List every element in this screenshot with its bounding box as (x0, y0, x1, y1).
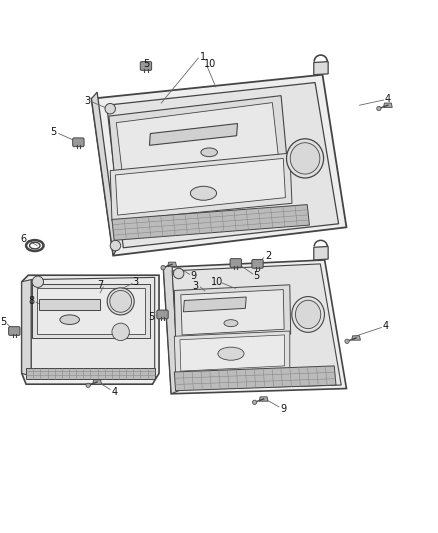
Polygon shape (352, 336, 360, 340)
FancyBboxPatch shape (9, 327, 20, 335)
Text: 9: 9 (191, 271, 197, 281)
Polygon shape (384, 103, 392, 107)
FancyBboxPatch shape (252, 260, 263, 268)
Polygon shape (37, 288, 145, 334)
Ellipse shape (290, 143, 320, 174)
Text: 4: 4 (385, 94, 391, 104)
Circle shape (377, 106, 381, 111)
Text: 6: 6 (21, 234, 27, 244)
Text: 7: 7 (98, 280, 104, 290)
Polygon shape (92, 75, 346, 256)
Text: 8: 8 (28, 296, 35, 306)
Polygon shape (172, 264, 341, 390)
Text: 5: 5 (143, 59, 149, 69)
Polygon shape (22, 280, 31, 376)
Polygon shape (116, 158, 286, 215)
Text: 10: 10 (211, 277, 223, 287)
Text: 9: 9 (280, 403, 286, 414)
Circle shape (105, 103, 116, 114)
Text: 2: 2 (265, 251, 271, 261)
Polygon shape (314, 246, 328, 260)
Circle shape (161, 265, 165, 270)
Polygon shape (174, 366, 336, 391)
Circle shape (112, 323, 129, 341)
Ellipse shape (191, 187, 216, 200)
Text: 1: 1 (200, 52, 206, 62)
Circle shape (110, 240, 121, 251)
Text: 10: 10 (204, 59, 216, 69)
Polygon shape (110, 153, 292, 221)
Circle shape (32, 276, 43, 287)
Polygon shape (168, 262, 177, 266)
Ellipse shape (107, 288, 134, 315)
Ellipse shape (60, 315, 79, 325)
Circle shape (345, 339, 349, 343)
Text: 5: 5 (148, 312, 155, 321)
Polygon shape (32, 284, 150, 338)
Polygon shape (112, 205, 309, 240)
Polygon shape (180, 335, 285, 371)
Text: 3: 3 (132, 277, 138, 287)
Text: 4: 4 (112, 386, 118, 397)
Polygon shape (26, 368, 155, 378)
Ellipse shape (292, 296, 325, 332)
Polygon shape (92, 92, 118, 256)
FancyBboxPatch shape (73, 138, 84, 147)
Text: 3: 3 (192, 281, 198, 290)
Text: 5: 5 (0, 317, 7, 327)
Text: 5: 5 (50, 127, 57, 137)
Ellipse shape (110, 290, 131, 312)
Polygon shape (39, 299, 100, 310)
Circle shape (252, 400, 257, 405)
Ellipse shape (201, 148, 217, 157)
Ellipse shape (218, 347, 244, 360)
FancyBboxPatch shape (230, 259, 241, 268)
Text: 4: 4 (383, 321, 389, 331)
Ellipse shape (286, 139, 324, 178)
Polygon shape (149, 124, 237, 146)
FancyBboxPatch shape (157, 310, 168, 319)
Text: 5: 5 (254, 271, 260, 281)
Polygon shape (174, 331, 290, 375)
Polygon shape (93, 380, 102, 384)
FancyBboxPatch shape (140, 62, 152, 70)
Ellipse shape (296, 300, 321, 329)
Polygon shape (259, 397, 268, 401)
Polygon shape (163, 265, 179, 394)
Text: 3: 3 (85, 96, 91, 106)
Ellipse shape (224, 320, 238, 327)
Polygon shape (181, 289, 284, 335)
Polygon shape (109, 95, 288, 187)
Circle shape (173, 268, 184, 279)
Polygon shape (314, 62, 328, 75)
Polygon shape (31, 277, 155, 376)
Polygon shape (117, 103, 279, 182)
Polygon shape (22, 275, 159, 384)
Circle shape (86, 383, 90, 387)
Polygon shape (163, 260, 346, 394)
Polygon shape (107, 83, 339, 248)
Polygon shape (184, 297, 246, 312)
Polygon shape (174, 285, 291, 340)
